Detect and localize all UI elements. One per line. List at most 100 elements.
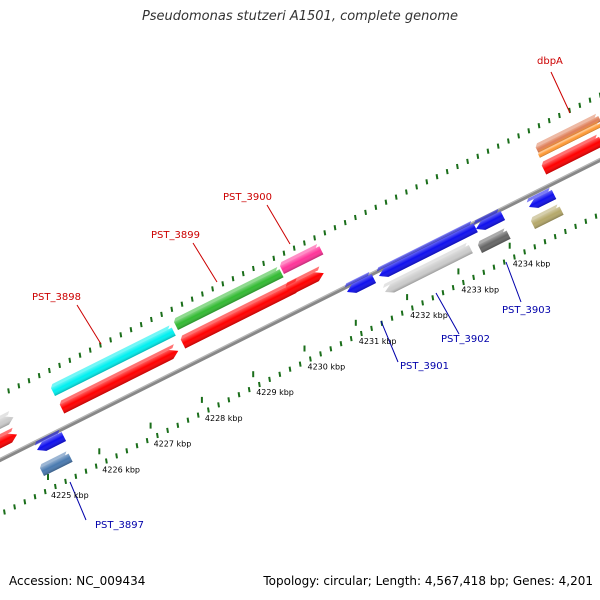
lower-tick (84, 468, 88, 474)
gene-bar-pst-3898-inner (59, 344, 179, 414)
upper-tick (323, 230, 327, 236)
gene-label-pst-3899[interactable]: PST_3899 (151, 230, 200, 241)
upper-tick (88, 347, 92, 353)
upper-tick (37, 372, 41, 379)
lower-tick (3, 509, 6, 515)
leader-line (266, 204, 291, 245)
upper-tick (201, 291, 204, 297)
lower-tick (145, 437, 149, 444)
topology-stats-label: Topology: circular; Length: 4,567,418 bp… (263, 574, 593, 588)
gene-label-dbpa[interactable]: dbpA (537, 56, 563, 67)
lower-tick (564, 228, 567, 235)
lower-tick-row (3, 213, 598, 515)
upper-tick (139, 321, 143, 328)
upper-tick (364, 209, 367, 216)
upper-tick (384, 199, 388, 205)
upper-tick (588, 97, 592, 103)
leader-line (380, 320, 399, 363)
lower-tick (176, 422, 180, 428)
lower-tick (400, 310, 404, 316)
map-title: Pseudomonas stutzeri A1501, complete gen… (141, 9, 459, 24)
lower-tick (156, 432, 159, 439)
gene-bar-pst-3902-dark (477, 228, 511, 254)
gene-bar-left-edge-outer (0, 411, 14, 433)
gene-bar-pst-3900-inner (285, 266, 324, 296)
lower-tick (115, 453, 118, 459)
upper-tick (48, 367, 51, 374)
lower-tick (370, 325, 373, 332)
lower-tick (64, 478, 67, 485)
lower-tick (411, 305, 414, 311)
lower-tick (421, 300, 424, 306)
lower-tick (105, 458, 108, 464)
lower-tick (513, 254, 516, 260)
lower-tick (33, 494, 37, 500)
lower-tick (482, 269, 486, 275)
lower-tick (339, 341, 343, 347)
accession-label: Accession: NC_009434 (9, 574, 146, 588)
lower-tick (135, 443, 139, 449)
upper-tick (119, 332, 123, 338)
leader-line (76, 304, 102, 345)
upper-tick (466, 158, 469, 165)
lower-tick (431, 295, 435, 301)
lower-tick (13, 504, 16, 510)
kbp-label: 4232 kbp (410, 311, 448, 320)
gene-bar-pst-3902 (382, 242, 473, 293)
backbone-line (0, 157, 600, 463)
upper-tick (374, 204, 378, 210)
upper-tick (425, 179, 429, 185)
gene-bar-pst-3899-outer (173, 266, 284, 331)
upper-tick (241, 270, 245, 277)
gene-label-pst-3903[interactable]: PST_3903 (502, 305, 551, 316)
gene-label-pst-3901[interactable]: PST_3901 (400, 361, 449, 372)
lower-tick (492, 264, 496, 270)
upper-tick (211, 286, 214, 292)
lower-tick (125, 448, 129, 454)
leader-line (192, 242, 218, 283)
kbp-label: 4229 kbp (256, 388, 294, 397)
upper-tick (252, 265, 255, 272)
upper-tick (507, 138, 510, 144)
upper-tick (231, 276, 235, 282)
upper-tick (7, 388, 10, 394)
upper-tick (303, 240, 306, 246)
gene-bar-pst-3900-outer (279, 244, 324, 275)
upper-tick (170, 306, 174, 312)
lower-tick (54, 483, 57, 490)
upper-tick (313, 235, 316, 241)
upper-tick (343, 219, 347, 226)
lower-tick (166, 427, 169, 434)
label-leader-lines (69, 71, 571, 521)
upper-tick (150, 316, 153, 323)
lower-tick (227, 397, 231, 403)
leader-line (505, 261, 522, 303)
lower-tick (196, 412, 200, 418)
upper-tick (517, 133, 520, 139)
gene-bar-pst-3901-small (344, 271, 377, 293)
lower-tick (43, 488, 47, 495)
gene-label-pst-3900[interactable]: PST_3900 (223, 192, 272, 203)
kbp-label: 4226 kbp (102, 465, 140, 474)
gene-bar-dbpa-inner (541, 134, 600, 175)
lower-tick (319, 351, 322, 357)
gene-label-pst-3898[interactable]: PST_3898 (32, 292, 81, 303)
upper-tick (27, 378, 31, 384)
lower-tick (462, 279, 465, 286)
upper-tick (282, 250, 286, 256)
kbp-label: 4234 kbp (513, 260, 551, 269)
gene-bar-dbpa-outer-b (538, 120, 600, 158)
gene-label-pst-3897[interactable]: PST_3897 (95, 520, 144, 531)
kbp-label: 4225 kbp (51, 491, 89, 500)
upper-tick (435, 174, 439, 180)
upper-tick (537, 123, 541, 129)
gene-label-pst-3902[interactable]: PST_3902 (441, 334, 490, 345)
lower-tick (237, 392, 241, 398)
gene-bar-pst-3898-outer (50, 325, 176, 397)
upper-tick (333, 225, 337, 231)
kbp-label: 4230 kbp (308, 363, 346, 372)
upper-tick (476, 153, 480, 159)
lower-tick (207, 407, 210, 413)
lower-tick (309, 356, 312, 362)
upper-tick (496, 143, 500, 149)
